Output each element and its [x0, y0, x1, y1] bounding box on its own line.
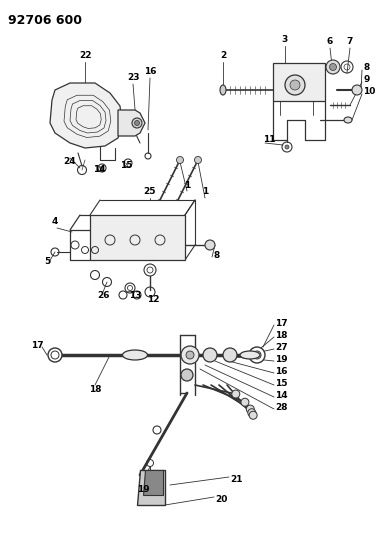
Text: 20: 20 [215, 496, 228, 505]
Text: 14: 14 [93, 166, 105, 174]
Text: 1: 1 [202, 188, 208, 197]
Ellipse shape [344, 117, 352, 123]
Text: 27: 27 [275, 343, 288, 351]
Circle shape [203, 348, 217, 362]
Ellipse shape [220, 85, 226, 95]
Text: 26: 26 [97, 290, 109, 300]
Text: 11: 11 [263, 135, 276, 144]
Circle shape [352, 85, 362, 95]
Circle shape [285, 145, 289, 149]
Polygon shape [137, 470, 165, 505]
Bar [90, 215, 185, 260]
Text: 8: 8 [213, 251, 219, 260]
Text: 16: 16 [144, 68, 156, 77]
Text: 19: 19 [137, 486, 150, 495]
Circle shape [194, 157, 201, 164]
Circle shape [176, 157, 183, 164]
Text: 28: 28 [275, 402, 287, 411]
Text: 1: 1 [184, 181, 190, 190]
Text: 92706 600: 92706 600 [8, 14, 82, 27]
Circle shape [135, 120, 140, 125]
Circle shape [248, 409, 256, 417]
Text: 6: 6 [327, 37, 333, 46]
Circle shape [181, 346, 199, 364]
Circle shape [205, 240, 215, 250]
Text: 13: 13 [129, 290, 141, 300]
Text: 10: 10 [363, 87, 375, 96]
Text: 23: 23 [127, 74, 139, 83]
Text: 14: 14 [275, 391, 288, 400]
Text: 15: 15 [120, 161, 132, 171]
Circle shape [132, 118, 142, 128]
Polygon shape [118, 110, 145, 136]
Circle shape [186, 351, 194, 359]
Circle shape [249, 347, 265, 363]
Text: 7: 7 [347, 37, 353, 46]
Text: 8: 8 [363, 63, 369, 72]
Circle shape [246, 405, 254, 413]
Circle shape [232, 390, 240, 398]
Text: 9: 9 [363, 76, 369, 85]
Text: 19: 19 [275, 354, 288, 364]
Polygon shape [50, 83, 122, 148]
Text: 18: 18 [89, 385, 101, 394]
Circle shape [330, 63, 337, 70]
Text: 22: 22 [79, 51, 91, 60]
Circle shape [181, 369, 193, 381]
Circle shape [223, 348, 237, 362]
Text: 5: 5 [44, 257, 50, 266]
Circle shape [326, 60, 340, 74]
Ellipse shape [122, 350, 147, 360]
Text: 15: 15 [275, 378, 287, 387]
Polygon shape [143, 470, 163, 495]
Text: 18: 18 [275, 330, 287, 340]
Circle shape [48, 348, 62, 362]
Circle shape [285, 75, 305, 95]
Text: 4: 4 [52, 217, 58, 227]
Circle shape [249, 411, 257, 419]
Bar [273, 63, 325, 101]
Text: 2: 2 [220, 52, 226, 61]
Text: 12: 12 [147, 295, 159, 304]
Circle shape [100, 166, 104, 170]
Circle shape [290, 80, 300, 90]
Text: 21: 21 [230, 475, 242, 484]
Text: 16: 16 [275, 367, 287, 376]
Text: 3: 3 [282, 36, 288, 44]
Text: 24: 24 [64, 157, 76, 166]
Ellipse shape [240, 351, 260, 359]
Text: 17: 17 [30, 341, 43, 350]
Text: 17: 17 [275, 319, 288, 327]
Circle shape [241, 398, 249, 406]
Text: 25: 25 [144, 188, 156, 197]
